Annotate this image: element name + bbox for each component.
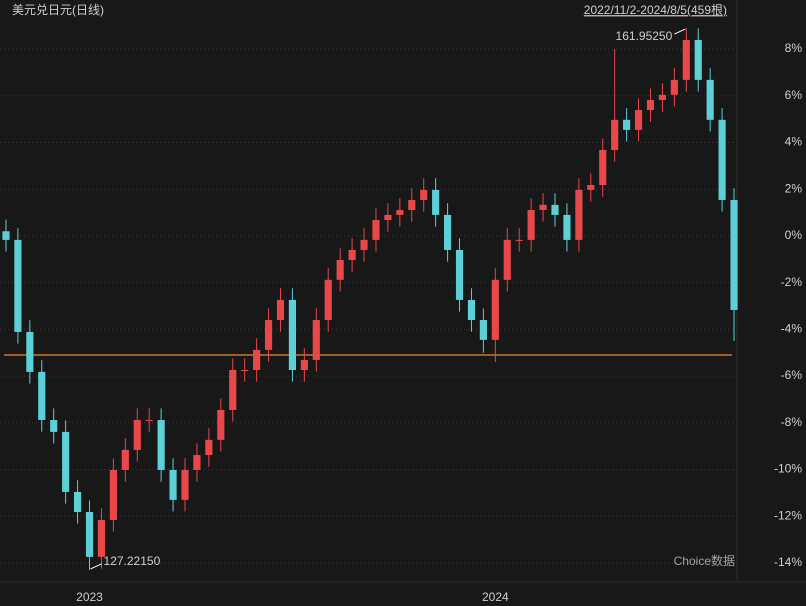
candle-body — [229, 370, 237, 410]
y-tick-label: -8% — [781, 415, 803, 429]
candle-body — [360, 239, 368, 250]
candle-body — [62, 431, 70, 492]
annotation-arrow — [90, 563, 102, 570]
candle-body — [503, 239, 511, 280]
candle-body — [455, 249, 464, 300]
candle-body — [718, 119, 726, 200]
candle-body — [324, 279, 332, 321]
candle-body — [467, 299, 476, 321]
candle-body — [682, 39, 690, 80]
candle-body — [563, 214, 571, 240]
candle-body — [145, 419, 153, 421]
candle-body — [169, 469, 177, 500]
candle-body — [372, 220, 380, 240]
candle-body — [623, 119, 631, 130]
candle-body — [551, 204, 559, 215]
candle-body — [599, 149, 607, 186]
y-tick-label: -6% — [781, 368, 803, 382]
candle-body — [26, 331, 34, 372]
y-tick-label: -2% — [781, 275, 803, 289]
candle-body — [420, 189, 428, 200]
y-tick-label: 2% — [785, 181, 803, 195]
candle-body — [97, 519, 106, 557]
candle-body — [634, 110, 643, 130]
chart-title: 美元兑日元(日线) — [12, 3, 104, 17]
candle-body — [2, 231, 10, 240]
candle-body — [50, 419, 58, 432]
candle-body — [133, 419, 141, 450]
candle-body — [288, 299, 296, 371]
candle-body — [253, 349, 261, 371]
candle-body — [670, 79, 678, 95]
candle-body — [730, 199, 738, 310]
candle-body — [444, 214, 452, 250]
candle-body — [527, 209, 535, 240]
candle-body — [193, 455, 201, 470]
candle-body — [336, 259, 344, 280]
candle-body — [312, 320, 320, 360]
candle-body — [706, 79, 714, 120]
candle-body — [575, 189, 583, 240]
candle-body — [276, 299, 285, 321]
candle-body — [241, 370, 249, 372]
y-tick-label: -10% — [774, 462, 802, 476]
candle-body — [109, 469, 117, 520]
candle-body — [157, 419, 165, 470]
watermark: Choice数据 — [674, 553, 735, 568]
x-tick-label: 2024 — [482, 590, 509, 604]
candle-body — [264, 320, 273, 350]
annotation: 161.95250 — [616, 29, 673, 43]
y-tick-label: -14% — [774, 555, 802, 569]
candle-body — [611, 119, 619, 150]
candle-body — [539, 204, 547, 210]
y-tick-label: 0% — [785, 228, 803, 242]
x-tick-label: 2023 — [76, 590, 103, 604]
candle-body — [694, 39, 702, 80]
candle-body — [121, 449, 129, 470]
candle-body — [217, 409, 225, 440]
candle-body — [384, 214, 392, 221]
candle-body — [348, 249, 356, 260]
candle-body — [491, 279, 499, 340]
candle-body — [38, 371, 46, 420]
y-tick-label: -4% — [781, 322, 803, 336]
candle-body — [658, 94, 666, 100]
candle-body — [515, 239, 523, 241]
y-tick-label: 6% — [785, 88, 803, 102]
candle-body — [587, 185, 595, 190]
candle-body — [646, 99, 655, 111]
candle-body — [408, 199, 416, 210]
annotation-arrow — [674, 28, 686, 35]
y-tick-label: 4% — [785, 135, 803, 149]
y-tick-label: -12% — [774, 508, 802, 522]
candle-body — [14, 239, 22, 332]
candle-body — [432, 189, 440, 215]
candle-body — [74, 491, 82, 513]
candle-body — [300, 359, 308, 371]
candle-body — [85, 512, 94, 557]
candle-body — [181, 469, 189, 500]
date-range[interactable]: 2022/11/2-2024/8/5(459根) — [584, 3, 727, 17]
annotation: 127.22150 — [104, 554, 161, 568]
candle-body — [479, 320, 487, 340]
y-tick-label: 8% — [785, 41, 803, 55]
candle-body — [396, 209, 404, 215]
candle-body — [205, 439, 213, 456]
